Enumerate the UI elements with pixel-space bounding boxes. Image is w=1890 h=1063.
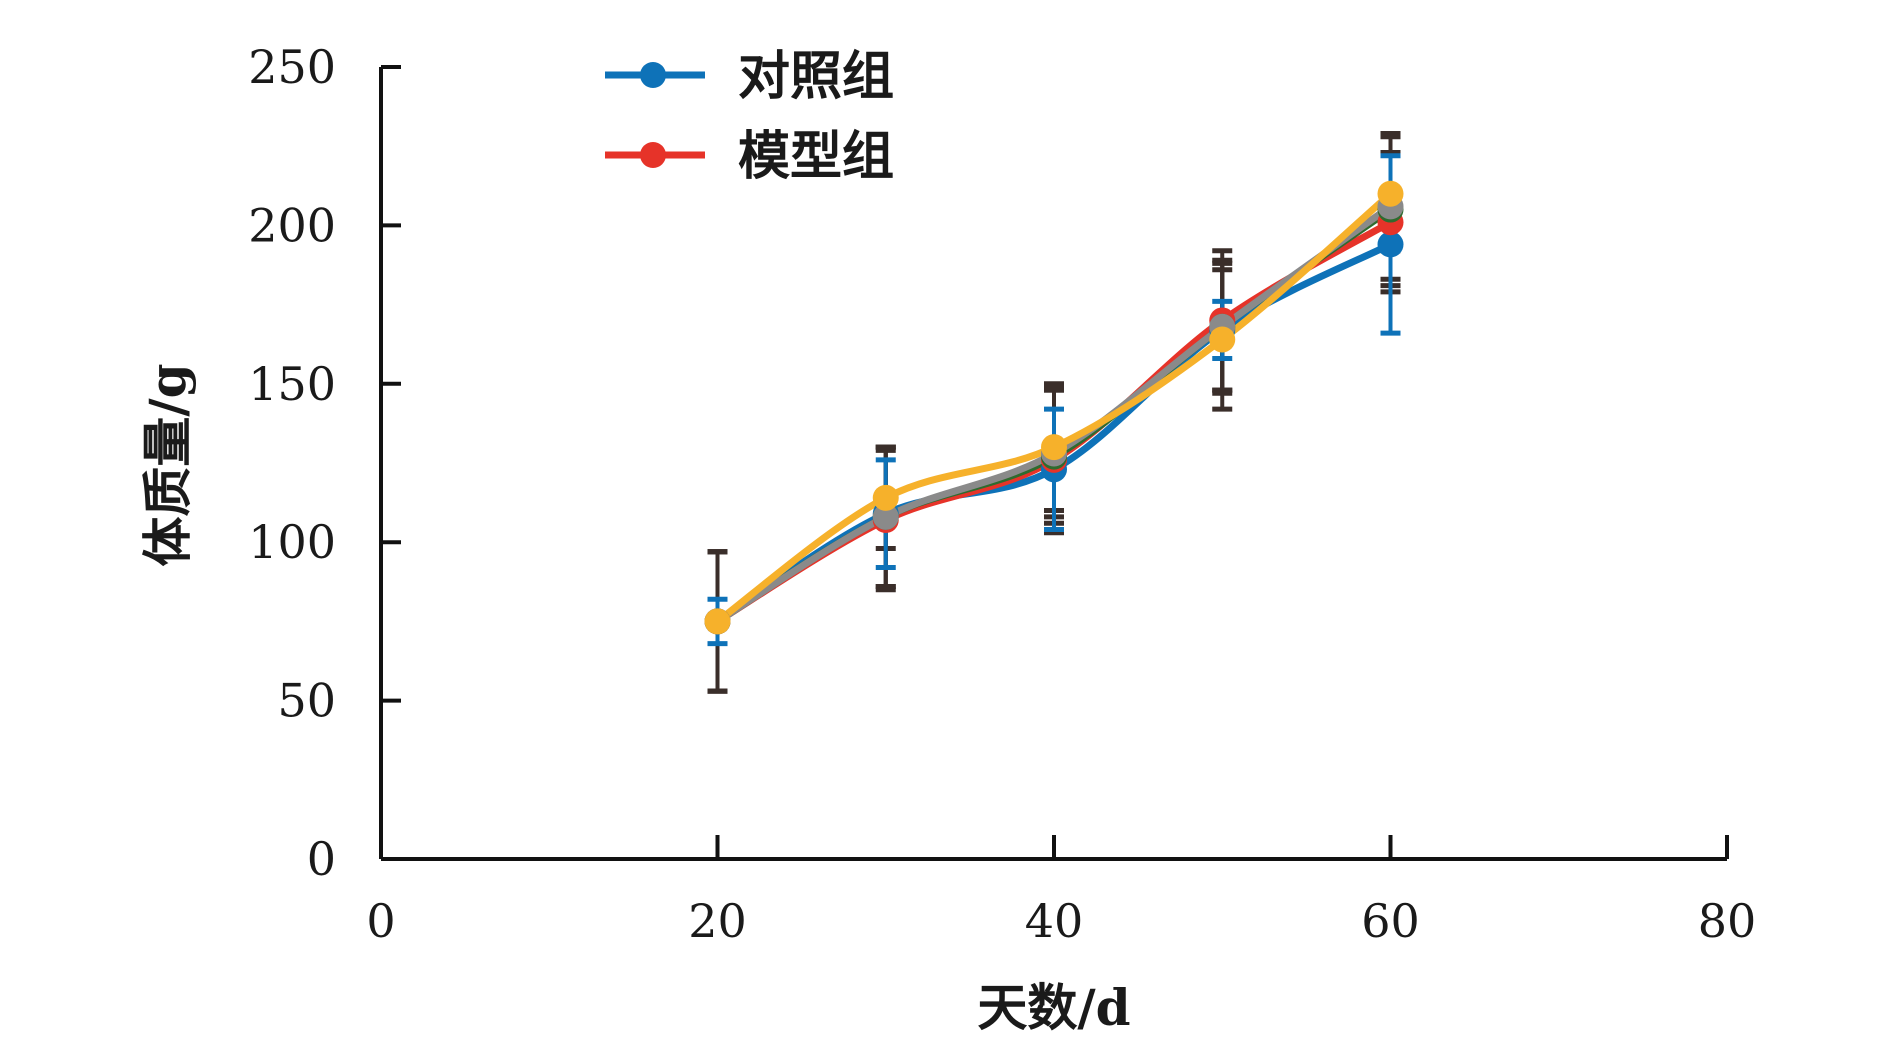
data-point xyxy=(1209,326,1236,353)
y-tick-label: 250 xyxy=(248,40,336,94)
x-tick-label: 0 xyxy=(366,894,395,948)
legend-marker-control xyxy=(640,62,666,88)
y-tick-label: 50 xyxy=(277,674,336,728)
y-tick-label: 150 xyxy=(248,357,336,411)
y-tick-label: 100 xyxy=(248,515,336,569)
y-axis-label: 体质量/g xyxy=(138,363,197,566)
data-point xyxy=(704,608,731,635)
legend-label-control: 对照组 xyxy=(738,46,894,107)
data-point xyxy=(872,484,899,511)
axes: 0 20 40 60 80 0 50 100 150 200 250 xyxy=(248,40,1756,948)
y-tick-label: 0 xyxy=(307,832,336,886)
y-tick-label: 200 xyxy=(248,198,336,252)
legend-label-model: 模型组 xyxy=(738,126,894,187)
series-points xyxy=(704,180,1404,635)
x-tick-label: 20 xyxy=(688,894,747,948)
data-point xyxy=(1377,180,1404,207)
x-tick-label: 40 xyxy=(1025,894,1084,948)
x-axis-label: 天数/d xyxy=(977,978,1130,1037)
error-bars xyxy=(707,131,1401,694)
legend: 对照组 模型组 xyxy=(605,46,894,187)
x-tick-label: 60 xyxy=(1361,894,1420,948)
x-tick-label: 80 xyxy=(1698,894,1757,948)
data-point xyxy=(1377,231,1404,258)
data-point xyxy=(872,503,899,530)
data-point xyxy=(1041,434,1067,461)
legend-marker-model xyxy=(640,142,666,168)
